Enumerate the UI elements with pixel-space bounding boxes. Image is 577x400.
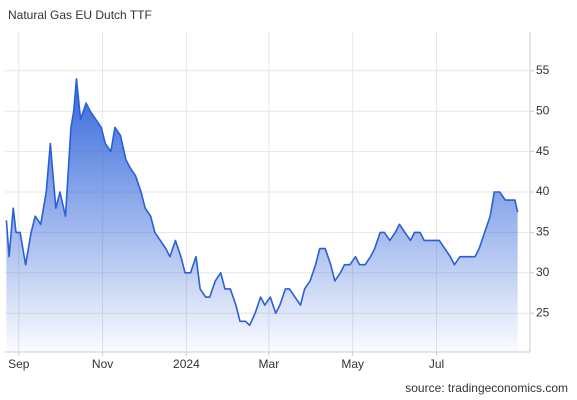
x-tick-label: Jul <box>429 357 444 371</box>
chart-title: Natural Gas EU Dutch TTF <box>8 8 152 22</box>
y-tick-label: 35 <box>536 225 550 239</box>
y-tick-label: 30 <box>536 265 550 279</box>
x-tick-label: Mar <box>259 357 280 371</box>
x-tick-label: 2024 <box>173 357 200 371</box>
x-tick-label: May <box>341 357 364 371</box>
x-tick-label: Nov <box>92 357 113 371</box>
y-tick-label: 45 <box>536 144 550 158</box>
area-fill <box>6 78 518 353</box>
x-tick-label: Sep <box>8 357 30 371</box>
y-tick-label: 50 <box>536 103 550 117</box>
price-line <box>5 78 519 327</box>
source-note: source: tradingeconomics.com <box>405 381 568 395</box>
y-tick-label: 25 <box>536 305 550 319</box>
y-tick-label: 55 <box>536 63 550 77</box>
y-tick-label: 40 <box>536 184 550 198</box>
